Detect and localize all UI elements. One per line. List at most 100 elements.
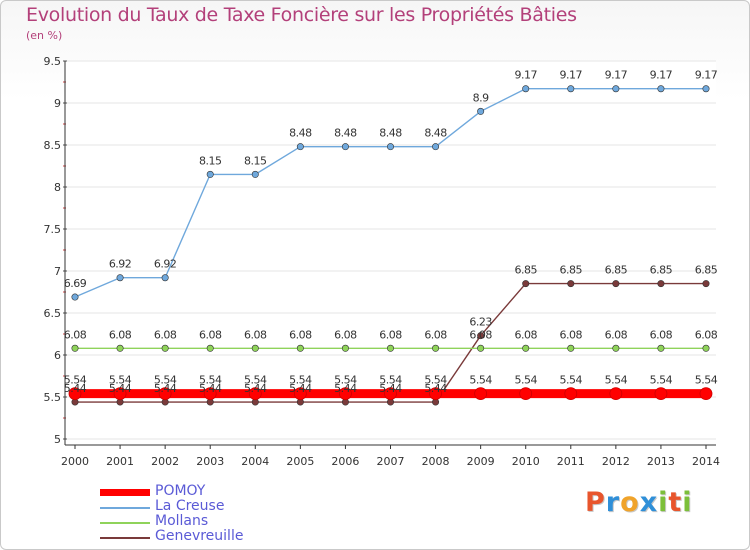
data-label: 5.54 [560, 374, 583, 387]
series-mollans [71, 344, 710, 352]
data-label: 9.17 [605, 69, 628, 82]
data-label: 5.44 [334, 382, 357, 395]
data-label: 6.85 [650, 264, 673, 277]
brand-letter: i [682, 487, 693, 518]
data-label: 5.44 [289, 382, 312, 395]
data-label: 8.48 [334, 127, 357, 140]
data-label: 5.54 [199, 374, 222, 387]
data-label: 5.54 [379, 374, 402, 387]
data-point [657, 280, 665, 288]
data-label: 5.44 [64, 382, 87, 395]
data-point [293, 387, 307, 401]
data-point [702, 85, 710, 93]
data-label: 6.08 [424, 328, 447, 341]
data-label: 6.08 [64, 328, 87, 341]
legend-label: POMOY [155, 483, 206, 499]
data-point [657, 344, 665, 352]
y-tick-label: 5.5 [44, 391, 62, 404]
data-point [522, 85, 530, 93]
data-point [339, 387, 352, 401]
data-label: 8.48 [379, 127, 402, 140]
data-point [386, 143, 394, 151]
x-tick-label: 2013 [647, 455, 675, 468]
data-label: 5.54 [695, 374, 718, 387]
data-label: 9.17 [560, 69, 583, 82]
data-label: 6.85 [514, 264, 537, 277]
x-tick-label: 2010 [512, 455, 540, 468]
brand-logo: Proxiti [585, 487, 693, 518]
legend-swatch [100, 537, 150, 539]
data-label: 5.54 [514, 374, 537, 387]
data-point [567, 344, 575, 352]
data-label: 6.85 [695, 264, 718, 277]
data-label: 6.23 [469, 316, 492, 329]
data-point [203, 387, 217, 401]
data-label: 5.54 [154, 374, 177, 387]
data-label: 6.85 [560, 264, 583, 277]
legend-label: La Creuse [155, 498, 225, 514]
x-tick-label: 2004 [241, 455, 269, 468]
data-point [71, 293, 79, 301]
data-label: 6.08 [514, 328, 537, 341]
data-point [702, 280, 710, 288]
data-point [654, 387, 668, 401]
data-point [612, 344, 620, 352]
data-point [522, 280, 530, 288]
y-tick-label: 9 [54, 97, 61, 110]
data-point [158, 387, 172, 401]
data-point [116, 274, 124, 282]
data-point [341, 344, 349, 352]
data-point [248, 387, 262, 401]
data-point [474, 387, 488, 401]
data-label: 6.08 [109, 328, 132, 341]
data-point [68, 387, 82, 401]
data-point [161, 344, 169, 352]
data-point [116, 344, 124, 352]
data-point [296, 344, 304, 352]
data-label: 5.54 [424, 374, 447, 387]
x-tick-label: 2008 [422, 455, 450, 468]
brand-letter: r [605, 487, 621, 518]
data-point [296, 143, 304, 151]
y-tick-label: 6 [54, 349, 61, 362]
data-point [341, 143, 349, 151]
data-point [251, 344, 259, 352]
data-point [612, 85, 620, 93]
data-label: 5.44 [379, 382, 402, 395]
y-tick-label: 6.5 [44, 307, 62, 320]
x-tick-label: 2012 [602, 455, 630, 468]
data-label: 8.48 [424, 127, 447, 140]
data-label: 6.08 [650, 328, 673, 341]
x-tick-label: 2007 [377, 455, 405, 468]
data-point [519, 387, 533, 401]
legend-swatch [100, 507, 150, 509]
data-point [477, 344, 485, 352]
x-tick-label: 2000 [61, 455, 89, 468]
brand-letter: o [620, 487, 640, 518]
y-tick-label: 7.5 [44, 223, 62, 236]
x-tick-label: 2014 [692, 455, 720, 468]
data-label: 5.44 [109, 382, 132, 395]
data-label: 6.08 [695, 328, 718, 341]
data-label: 6.69 [64, 277, 87, 290]
y-tick-label: 8 [54, 181, 61, 194]
y-tick-label: 9.5 [44, 55, 62, 68]
data-point [564, 387, 578, 401]
data-label: 6.08 [605, 328, 628, 341]
data-label: 5.54 [605, 374, 628, 387]
data-label: 6.92 [154, 258, 177, 271]
data-point [567, 85, 575, 93]
plot-area [65, 61, 716, 439]
x-tick-label: 2006 [331, 455, 359, 468]
brand-letter: x [639, 487, 659, 518]
series-la-creuse [71, 85, 710, 301]
data-label: 8.9 [473, 91, 489, 104]
data-label: 5.54 [650, 374, 673, 387]
data-point [699, 387, 713, 401]
data-point [386, 344, 394, 352]
chart-title: Evolution du Taux de Taxe Foncière sur l… [26, 4, 577, 26]
data-point [161, 274, 169, 282]
data-label: 6.08 [244, 328, 267, 341]
data-label: 6.08 [289, 328, 312, 341]
data-point [657, 85, 665, 93]
